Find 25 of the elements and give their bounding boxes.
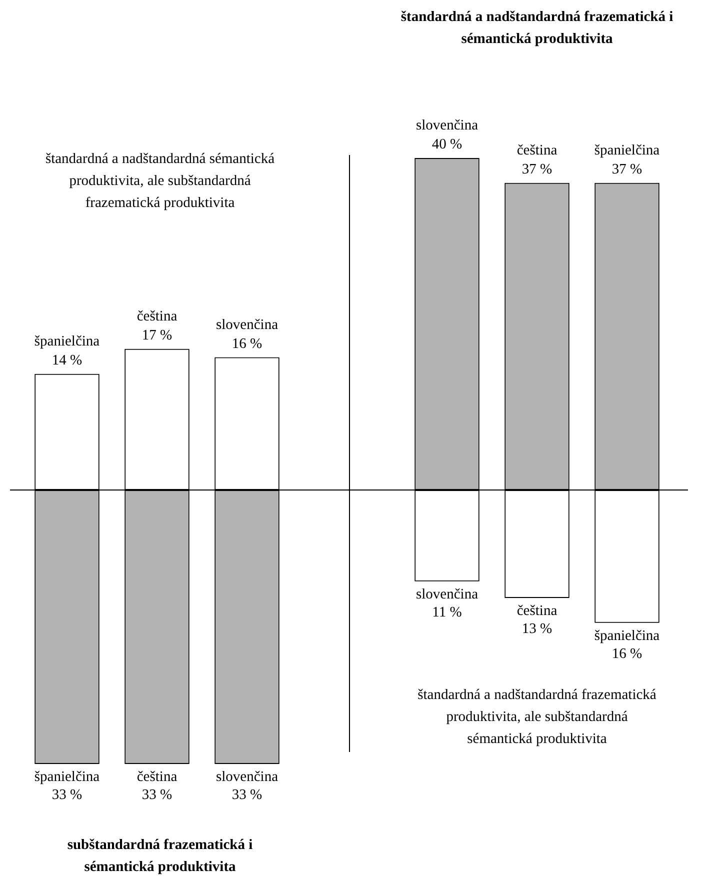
category-label: slovenčina xyxy=(416,586,478,602)
data-label: 16 % xyxy=(232,336,262,352)
annotation: 33 % xyxy=(142,787,172,804)
text: štandardná a nadštandardná frazematická produktivita, ale subštandardná sémantická produktivita xyxy=(416,686,658,749)
x-tick-label: čeština xyxy=(136,769,178,786)
data-label: 17 % xyxy=(142,327,172,344)
x-tick-label: slovenčina xyxy=(216,769,279,786)
data-label: 14 % xyxy=(52,352,82,368)
annotation: 13 % xyxy=(522,621,552,638)
data-label: 37 % xyxy=(612,161,642,178)
category-label: španielčina xyxy=(34,333,100,350)
annotation: 33 % xyxy=(52,787,82,804)
category-label: slovenčina xyxy=(216,316,278,333)
annotation: 11 % xyxy=(432,604,462,620)
data-label: 40 % xyxy=(432,136,462,153)
category-label: španielčina xyxy=(594,628,660,644)
category-label: čeština xyxy=(136,308,178,324)
text: štandardná a nadštandardná sémantická produktivita, ale subštandardná frazematická produktivita xyxy=(44,150,276,213)
x-tick-label: španielčina xyxy=(34,769,100,786)
annotation: 16 % xyxy=(612,646,642,662)
category-label: čeština xyxy=(516,603,558,620)
data-label: 37 % xyxy=(522,161,552,178)
text: subštandardná frazematická i sémantická produktivita xyxy=(66,836,254,877)
annotation: 33 % xyxy=(232,787,262,804)
chart-title: štandardná a nadštandardná frazematická i sémantická produktivita xyxy=(400,8,674,49)
